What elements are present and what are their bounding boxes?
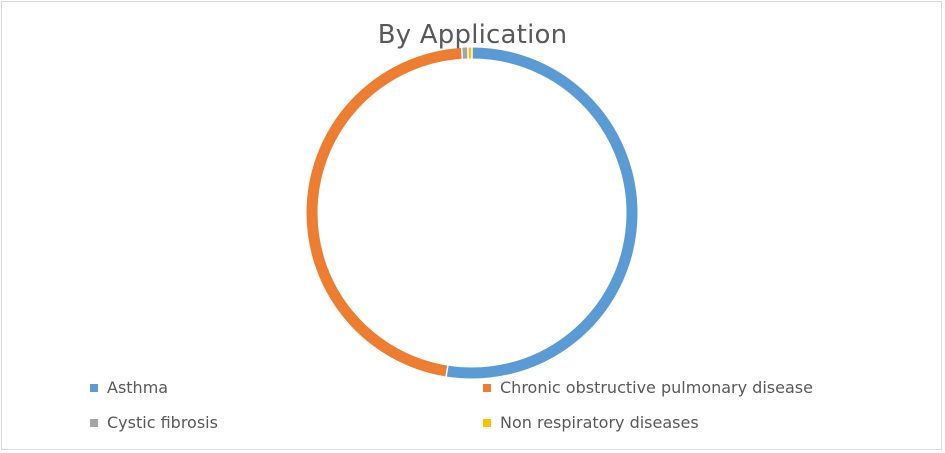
slice-asthma (446, 47, 638, 379)
legend-swatch-copd (483, 383, 491, 392)
legend-item-cystic-fibrosis: Cystic fibrosis (90, 413, 218, 432)
slice-separator (444, 363, 449, 380)
legend-swatch-asthma (90, 383, 98, 392)
legend-item-copd: Chronic obstructive pulmonary disease (483, 378, 813, 397)
legend-label-asthma: Asthma (107, 378, 169, 397)
slice-copd (306, 47, 463, 377)
legend-label-copd: Chronic obstructive pulmonary disease (500, 378, 813, 397)
legend-swatch-non-respiratory (483, 418, 491, 427)
slice-separator (460, 45, 464, 62)
legend-item-non-respiratory: Non respiratory diseases (483, 413, 699, 432)
legend-item-asthma: Asthma (90, 378, 168, 397)
legend-label-non-respiratory: Non respiratory diseases (500, 413, 699, 432)
legend-label-cystic-fibrosis: Cystic fibrosis (107, 413, 218, 432)
legend-swatch-cystic-fibrosis (90, 418, 98, 427)
